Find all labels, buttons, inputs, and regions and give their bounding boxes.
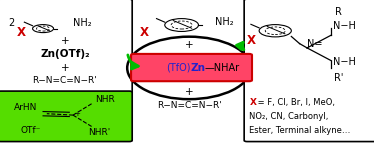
FancyArrowPatch shape: [128, 55, 138, 69]
Text: 2: 2: [8, 18, 14, 28]
Text: Zn(OTf)₂: Zn(OTf)₂: [40, 49, 90, 59]
Text: Ester, Terminal alkyne…: Ester, Terminal alkyne…: [249, 126, 351, 135]
Text: +: +: [60, 63, 69, 73]
Text: R: R: [335, 7, 342, 17]
Text: Zn: Zn: [191, 63, 206, 73]
Text: X: X: [249, 98, 256, 107]
FancyBboxPatch shape: [0, 91, 132, 142]
Text: —NHAr: —NHAr: [204, 63, 239, 73]
Text: X: X: [140, 26, 149, 39]
FancyBboxPatch shape: [131, 54, 252, 81]
Text: NH₂: NH₂: [73, 18, 91, 28]
Text: NO₂, CN, Carbonyl,: NO₂, CN, Carbonyl,: [249, 112, 329, 121]
Text: OTf⁻: OTf⁻: [20, 126, 41, 135]
Text: R−N=C=N−R': R−N=C=N−R': [33, 76, 98, 85]
FancyBboxPatch shape: [0, 0, 132, 93]
Text: = F, Cl, Br, I, MeO,: = F, Cl, Br, I, MeO,: [256, 98, 335, 107]
Text: NH₂: NH₂: [215, 17, 234, 27]
Text: X: X: [17, 26, 26, 39]
Text: (TfO): (TfO): [166, 63, 191, 73]
Text: +: +: [185, 87, 194, 97]
Text: +: +: [60, 36, 69, 46]
Text: +: +: [185, 40, 194, 50]
Text: NHR: NHR: [96, 95, 115, 104]
Text: ArHN: ArHN: [14, 104, 37, 112]
Text: R−N=C=N−R': R−N=C=N−R': [157, 101, 222, 110]
FancyBboxPatch shape: [244, 0, 377, 142]
Text: X: X: [247, 34, 256, 46]
Text: N−H: N−H: [333, 57, 356, 67]
Text: +: +: [74, 111, 80, 117]
Text: NHR': NHR': [88, 128, 110, 137]
Text: N=: N=: [307, 39, 322, 49]
FancyArrowPatch shape: [236, 42, 244, 50]
Text: R': R': [334, 73, 344, 83]
Text: N−H: N−H: [333, 21, 356, 31]
